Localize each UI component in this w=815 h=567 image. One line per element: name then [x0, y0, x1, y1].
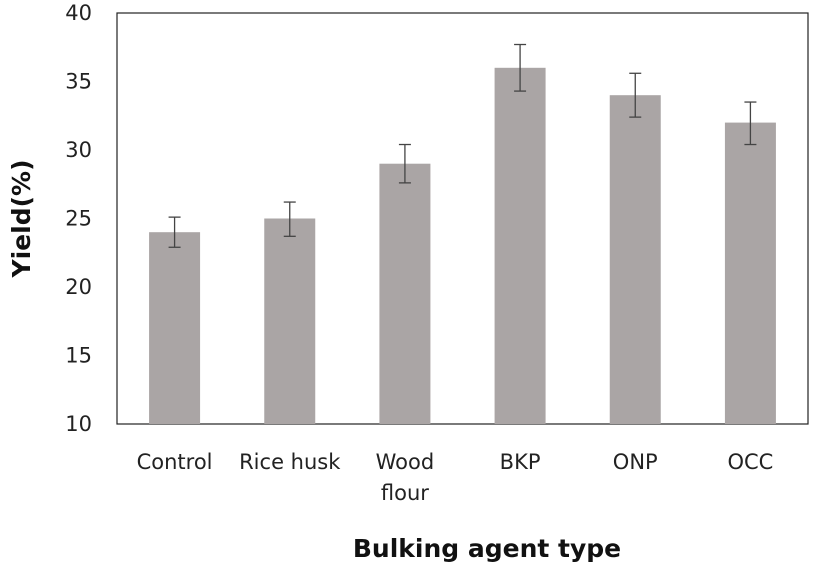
y-tick-label: 15 — [65, 344, 92, 368]
x-axis-title: Bulking agent type — [353, 534, 621, 563]
error-bar — [629, 72, 642, 118]
y-tick-label: 40 — [65, 1, 92, 25]
bar — [494, 67, 546, 425]
x-tick-label: Rice husk — [239, 450, 341, 474]
error-bar — [744, 101, 757, 146]
error-bar — [398, 143, 411, 184]
x-axis-labels: Control Rice husk Wood flour BKP ONP OCC — [137, 450, 774, 505]
plot-area-frame — [116, 12, 809, 425]
bar — [609, 95, 661, 424]
error-bar — [514, 43, 527, 92]
error-bar — [283, 201, 296, 237]
bar — [379, 163, 431, 424]
error-bar — [168, 216, 181, 248]
bar — [264, 218, 316, 424]
x-tick-label: OCC — [727, 450, 773, 474]
x-tick-label: ONP — [613, 450, 658, 474]
x-tick-label: Control — [137, 450, 213, 474]
bars — [149, 67, 776, 425]
y-tick-label: 30 — [65, 138, 92, 162]
y-axis-ticks: 10 15 20 25 30 35 40 — [65, 1, 92, 436]
y-axis-title: Yield(%) — [7, 160, 36, 279]
y-tick-label: 10 — [65, 412, 92, 436]
y-tick-label: 25 — [65, 207, 92, 231]
bar — [149, 232, 201, 424]
x-tick-label: Wood flour — [376, 450, 435, 505]
error-bars — [168, 43, 757, 248]
bar — [724, 122, 776, 424]
y-tick-label: 35 — [65, 70, 92, 94]
y-tick-label: 20 — [65, 275, 92, 299]
x-tick-label: BKP — [500, 450, 541, 474]
